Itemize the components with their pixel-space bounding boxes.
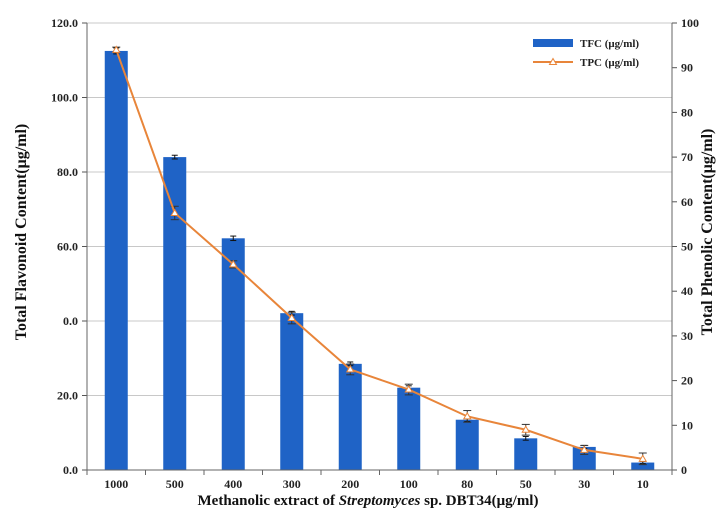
x-axis-title: Methanolic extract of Streptomyces sp. D…: [198, 493, 539, 509]
bar: [572, 446, 596, 470]
line-point: [228, 259, 238, 268]
bar-error-bars: [113, 47, 646, 465]
line-series: [111, 45, 648, 466]
tick-labels: 0.0 20.0 0.0 60.0 80.0 100.0 120.0 0 10 20 30 40 50 6…: [51, 16, 699, 491]
legend-marker-tpc: [548, 57, 558, 65]
y-left-tick-label: 0.0: [63, 463, 78, 477]
y-right-tick-label: 0: [681, 463, 687, 477]
bar: [163, 157, 187, 470]
x-tick-label: 80: [461, 477, 473, 491]
legend-swatch-tfc: [533, 39, 573, 47]
y-right-tick-label: 50: [681, 240, 693, 254]
x-axis-title-italic: Streptomyces: [339, 493, 421, 509]
bar: [280, 313, 304, 470]
x-tick-label: 500: [166, 477, 184, 491]
y-right-tick-label: 70: [681, 150, 693, 164]
x-tick-label: 30: [578, 477, 590, 491]
x-tick-label: 1000: [104, 477, 128, 491]
x-tick-label: 400: [224, 477, 242, 491]
line-point: [111, 45, 121, 53]
x-tick-label: 50: [520, 477, 532, 491]
y-left-tick-label: 0.0: [63, 314, 78, 328]
line-point: [345, 364, 355, 373]
y-left-tick-label: 80.0: [57, 165, 78, 179]
line-point: [404, 385, 414, 393]
y-right-tick-label: 10: [681, 418, 693, 432]
line-point: [287, 313, 297, 322]
x-tick-label: 100: [400, 477, 418, 491]
y-right-tick-label: 20: [681, 374, 693, 388]
x-axis-title-suffix: sp. DBT34(μg/ml): [420, 493, 538, 509]
y-left-tick-label: 100.0: [51, 91, 78, 105]
x-tick-label: 300: [283, 477, 301, 491]
bar: [104, 50, 128, 470]
bar: [397, 387, 421, 470]
y-left-tick-label: 20.0: [57, 389, 78, 403]
legend: TFC (μg/ml) TPC (μg/ml): [533, 38, 639, 69]
line-point: [462, 411, 472, 420]
line-path: [115, 49, 643, 460]
line-point: [638, 454, 648, 462]
bar: [631, 462, 655, 470]
x-tick-label: 10: [637, 477, 649, 491]
line-point: [579, 445, 589, 453]
x-tick-label: 200: [341, 477, 359, 491]
legend-label-tpc: TPC (μg/ml): [580, 57, 639, 69]
y-right-tick-label: 100: [681, 16, 699, 30]
y-left-tick-label: 60.0: [57, 240, 78, 254]
line-point: [521, 425, 531, 433]
bar: [221, 238, 245, 470]
bar-series: [104, 50, 655, 470]
y-left-tick-label: 120.0: [51, 16, 78, 30]
y-right-tick-label: 60: [681, 195, 693, 209]
bar: [338, 363, 362, 470]
bar: [455, 419, 479, 470]
x-axis-title-prefix: Methanolic extract of: [198, 493, 339, 509]
line-point: [170, 208, 180, 216]
axes: [82, 22, 677, 475]
y-axis-left-title: Total Flavonoid Content(μg/ml): [13, 124, 30, 341]
y-right-tick-label: 80: [681, 105, 693, 119]
y-right-tick-label: 30: [681, 329, 693, 343]
y-axis-right-title: Total Phenolic Content(μg/ml): [699, 129, 716, 336]
y-right-tick-label: 40: [681, 284, 693, 298]
bar: [514, 438, 538, 470]
legend-label-tfc: TFC (μg/ml): [580, 38, 639, 50]
y-right-tick-label: 90: [681, 61, 693, 75]
